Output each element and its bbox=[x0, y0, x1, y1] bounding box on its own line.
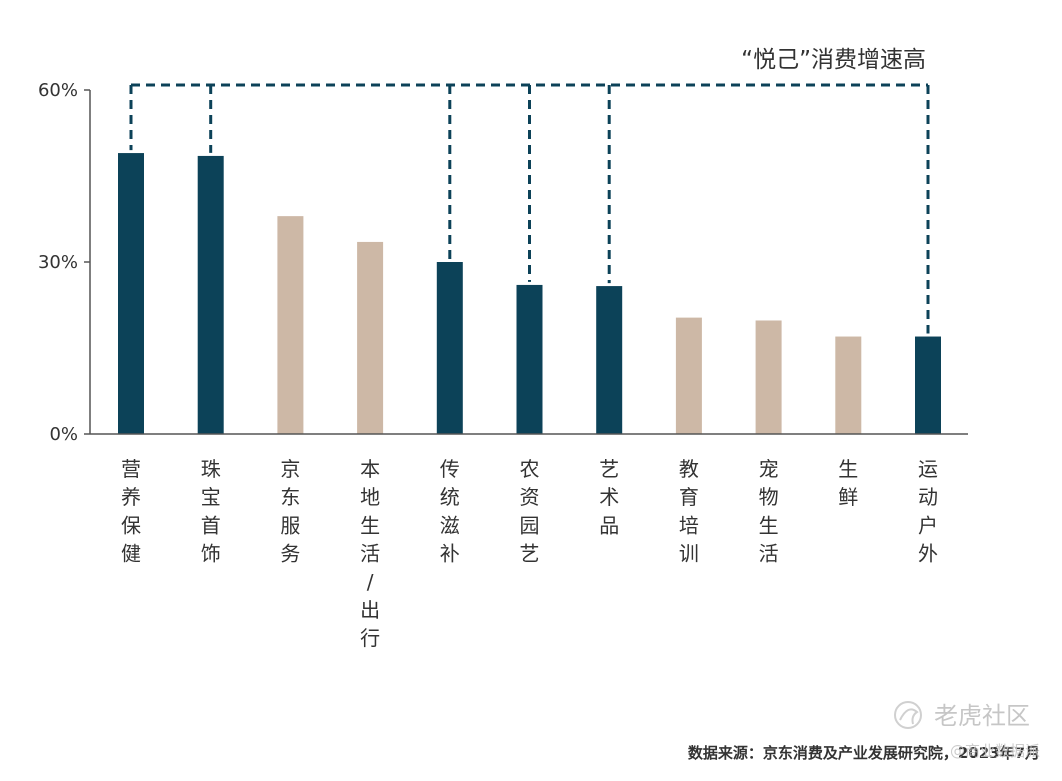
svg-text:教育培训: 教育培训 bbox=[679, 457, 699, 566]
y-tick-label: 60% bbox=[38, 80, 78, 101]
watermark: 老虎社区 @商业数据派 bbox=[894, 701, 1040, 760]
x-tick-label: 教育培训 bbox=[679, 457, 699, 566]
annotation-label: “悦己”消费增速高 bbox=[741, 47, 926, 73]
watermark-text: 老虎社区 bbox=[934, 702, 1030, 730]
svg-text:本地生活/出行: 本地生活/出行 bbox=[360, 457, 380, 650]
x-tick-label: 珠宝首饰 bbox=[201, 457, 221, 566]
bar bbox=[436, 262, 463, 434]
x-tick-label: 传统滋补 bbox=[440, 457, 460, 566]
svg-text:京东服务: 京东服务 bbox=[280, 457, 300, 566]
x-tick-label: 京东服务 bbox=[280, 457, 300, 566]
x-tick-label: 艺术品 bbox=[599, 457, 619, 537]
tiger-community-logo-icon bbox=[894, 701, 922, 729]
bar bbox=[118, 153, 144, 435]
svg-text:传统滋补: 传统滋补 bbox=[440, 457, 460, 566]
x-tick-label: 农资园艺 bbox=[520, 457, 540, 566]
svg-text:宠物生活: 宠物生活 bbox=[759, 457, 779, 566]
bar bbox=[755, 320, 782, 434]
x-tick-label: 本地生活/出行 bbox=[360, 457, 380, 650]
category-labels: 营养保健 珠宝首饰 京东服务 本地生活/出行 传统滋补 农资园艺 艺术品 教育培训 宠物生活 生鲜… bbox=[121, 457, 938, 650]
y-tick-label: 0% bbox=[49, 424, 78, 445]
bar bbox=[277, 216, 304, 434]
watermark-subtext: @商业数据派 bbox=[950, 742, 1040, 760]
bar bbox=[915, 336, 941, 434]
bar bbox=[835, 336, 862, 434]
svg-text:运动户外: 运动户外 bbox=[918, 457, 938, 566]
svg-text:艺术品: 艺术品 bbox=[599, 457, 619, 537]
svg-text:珠宝首饰: 珠宝首饰 bbox=[201, 457, 221, 566]
svg-text:生鲜: 生鲜 bbox=[838, 457, 858, 509]
bar bbox=[197, 155, 224, 434]
x-tick-label: 营养保健 bbox=[121, 457, 141, 566]
source-note: 数据来源：京东消费及产业发展研究院，2023年7月 bbox=[688, 744, 1040, 762]
bar bbox=[675, 317, 702, 434]
x-tick-label: 运动户外 bbox=[918, 457, 938, 566]
axes: 0% 30% 60% bbox=[38, 80, 968, 445]
bars-group bbox=[118, 153, 941, 435]
x-tick-label: 宠物生活 bbox=[759, 457, 779, 566]
bar bbox=[596, 286, 623, 434]
svg-text:营养保健: 营养保健 bbox=[121, 457, 141, 566]
y-tick-label: 30% bbox=[38, 252, 78, 273]
x-tick-label: 生鲜 bbox=[838, 457, 858, 509]
bar bbox=[516, 284, 543, 434]
bar bbox=[357, 241, 384, 434]
highlight-bracket bbox=[129, 83, 930, 334]
svg-text:农资园艺: 农资园艺 bbox=[520, 457, 540, 566]
